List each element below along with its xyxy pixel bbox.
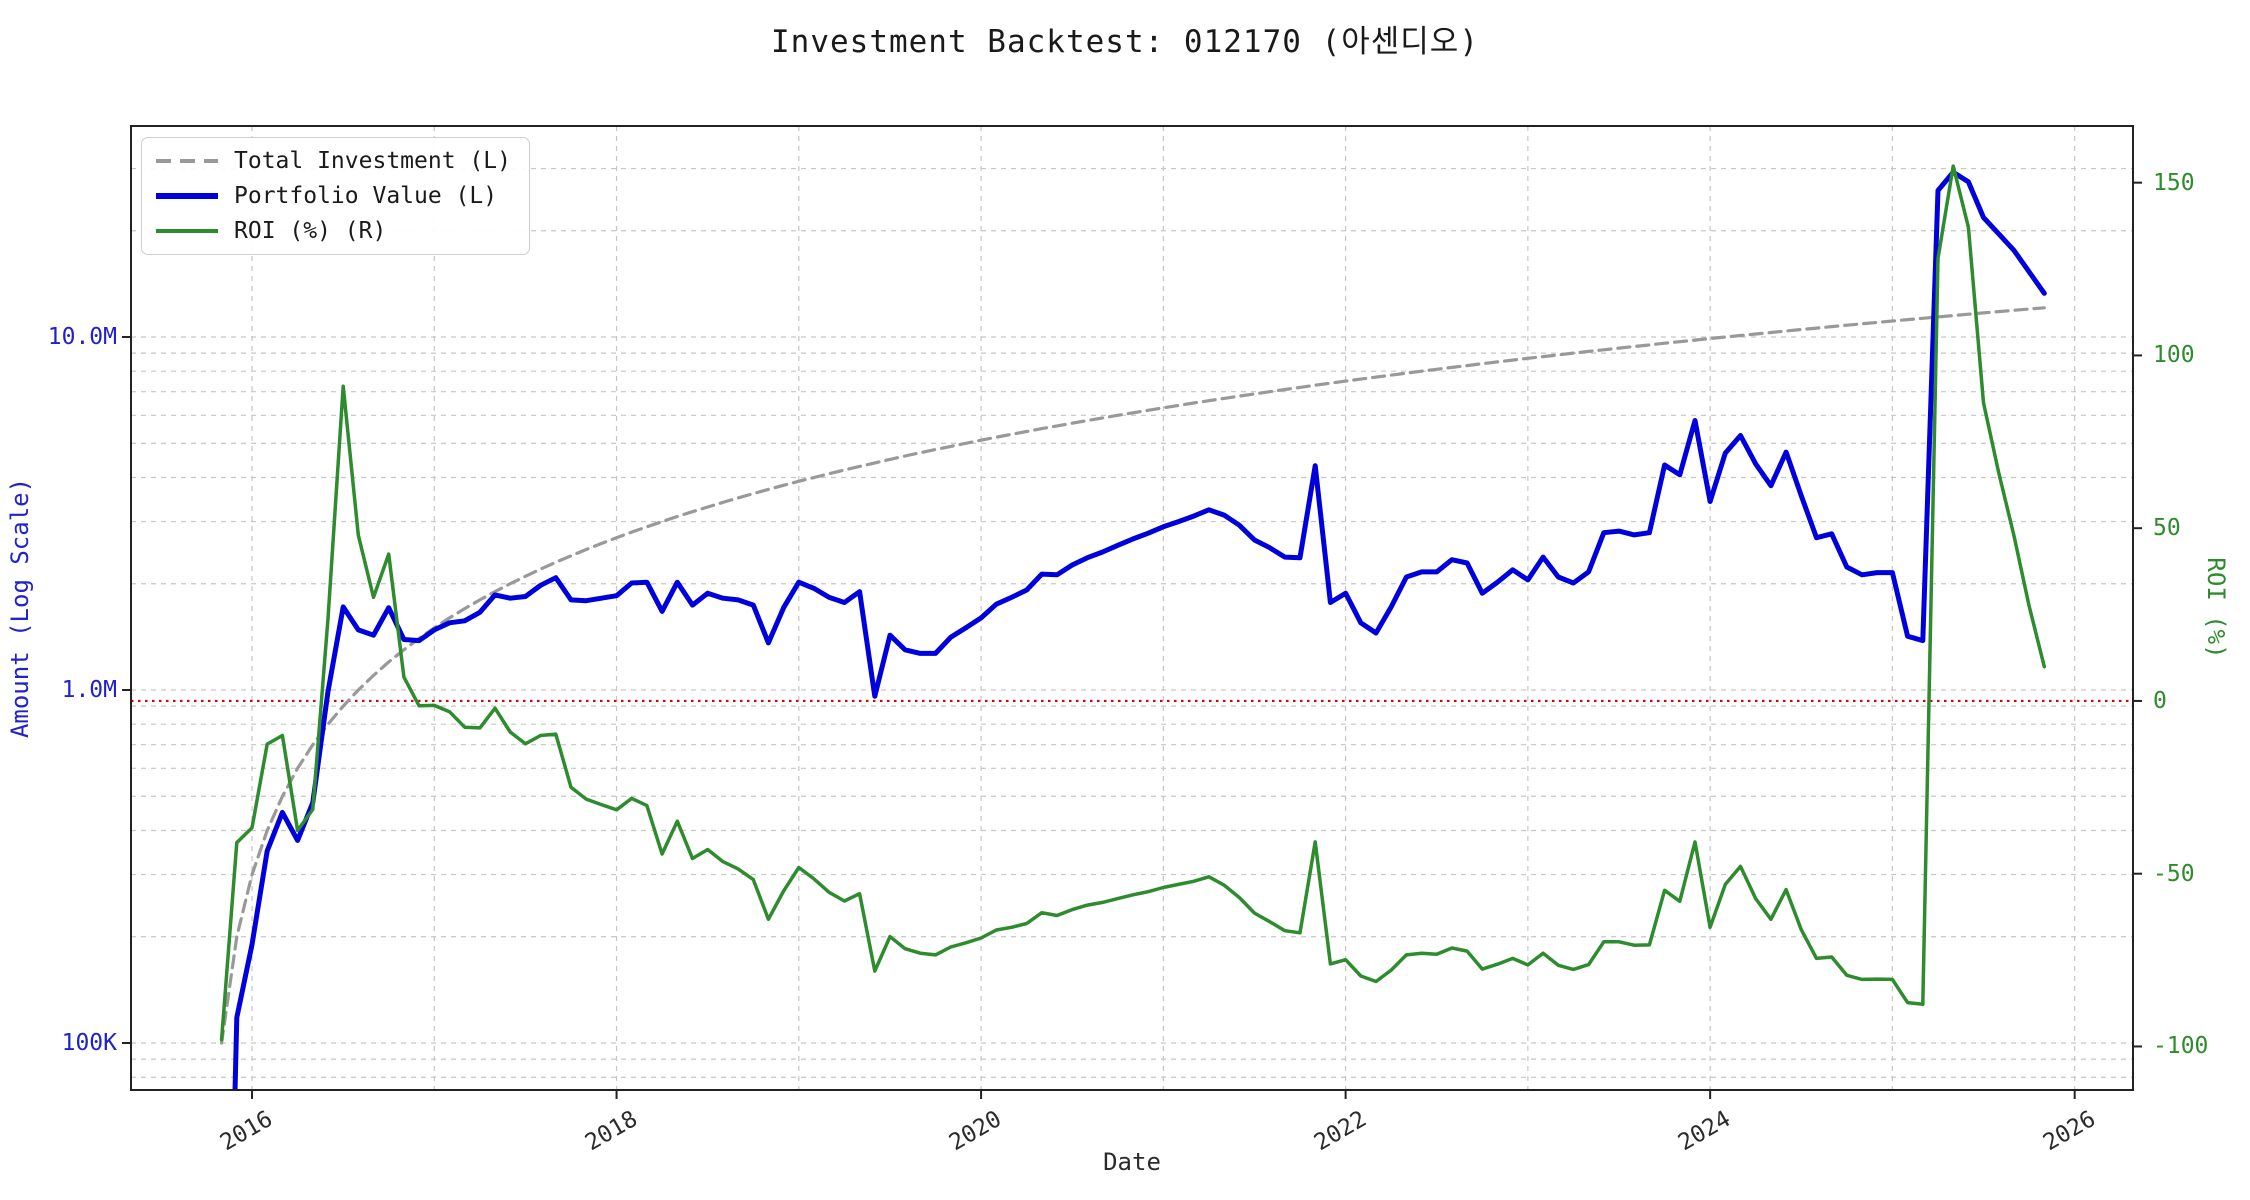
y-tick-label-right: 150 [2153,169,2195,196]
chart-title: Investment Backtest: 012170 (아센디오) [771,24,1479,60]
y-tick-label-right: -50 [2153,860,2195,887]
legend-item-portfolio-value: Portfolio Value (L) [156,183,511,209]
legend-item-label: Total Investment (L) [234,148,511,174]
dashed-line-swatch-icon [156,159,218,163]
gridlines [131,126,2133,1090]
y-tick-label-right: 100 [2153,342,2195,369]
plot-area-border [130,125,2134,1091]
blue-line-swatch-icon [156,193,218,199]
legend-item-label: ROI (%) (R) [234,218,387,244]
portfolio-value-line [232,169,2047,1090]
y-tick-label-right: -100 [2153,1033,2209,1060]
axis-ticks [122,181,2142,1099]
legend-item-total-investment: Total Investment (L) [156,148,511,174]
y-tick-label-left: 10.0M [47,323,117,350]
y-tick-label-right: 0 [2153,687,2167,714]
y-axis-label-right: ROI (%) [2202,557,2230,659]
roi-line [219,164,2047,1042]
x-axis-label: Date [1103,1148,1161,1176]
y-tick-label-left: 100K [61,1030,117,1056]
y-tick-label-right: 50 [2153,515,2181,542]
y-tick-label-left: 1.0M [61,676,117,703]
legend-item-roi: ROI (%) (R) [156,218,511,244]
total-investment-line [220,306,2046,1045]
chart-legend: Total Investment (L) Portfolio Value (L)… [141,137,530,255]
green-line-swatch-icon [156,229,218,233]
legend-item-label: Portfolio Value (L) [234,183,498,209]
